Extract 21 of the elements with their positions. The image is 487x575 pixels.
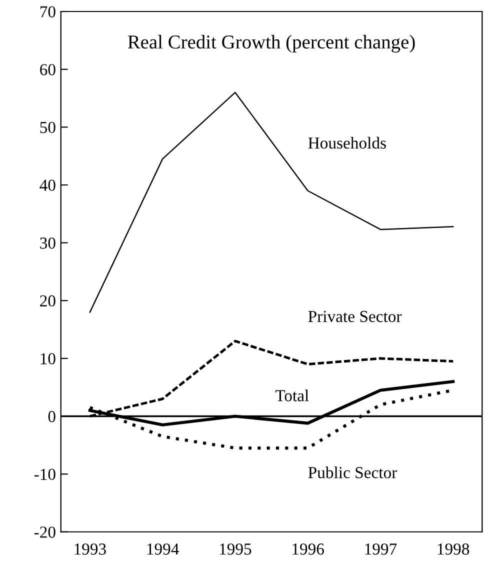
series-label: Total — [275, 390, 309, 402]
y-tick-label: -20 — [34, 526, 56, 538]
x-tick-label: 1995 — [220, 544, 252, 555]
x-tick-label: 1994 — [147, 544, 179, 555]
y-tick-label: 20 — [40, 295, 56, 307]
y-tick-label: 0 — [48, 410, 56, 422]
text: Real Credit Growth (percent change) — [128, 34, 415, 53]
y-tick-label: 40 — [40, 180, 56, 191]
series-label: Households — [308, 136, 386, 149]
text: Private Sector — [308, 310, 402, 322]
y-tick-label: -10 — [34, 468, 56, 480]
x-tick-label: 1998 — [438, 543, 470, 555]
y-tick-label: 60 — [40, 64, 56, 76]
y-tick-label: 50 — [40, 122, 56, 134]
x-tick-label: 1997 — [365, 544, 397, 555]
x-tick-label: 1996 — [292, 544, 324, 555]
x-tick-label: 1993 — [74, 544, 106, 555]
y-tick-label: 70 — [40, 6, 56, 18]
y-tick-label: 30 — [40, 237, 56, 249]
y-tick-label: 10 — [40, 353, 56, 364]
series-label: Public Sector — [308, 466, 398, 478]
